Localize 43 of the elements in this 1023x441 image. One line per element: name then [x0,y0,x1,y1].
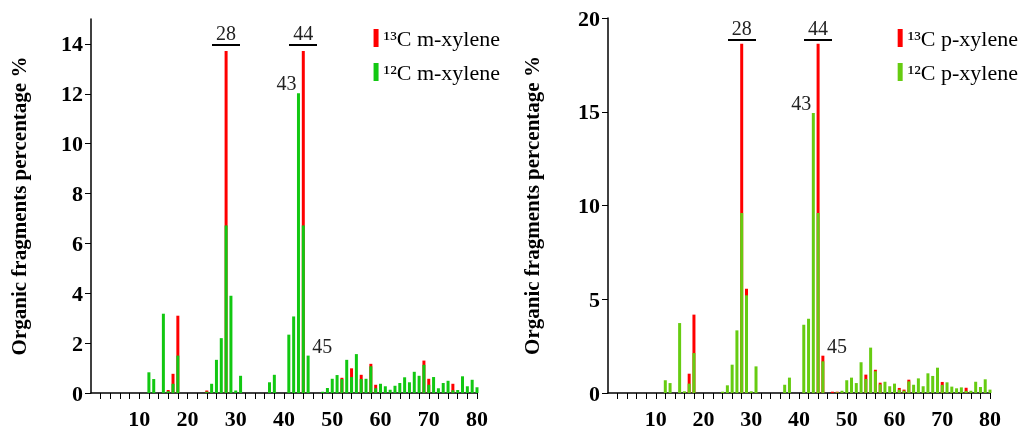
y-tick-label: 6 [72,230,83,256]
x-tick-label: 80 [979,405,1001,431]
x-tick-label: 50 [835,405,858,431]
y-axis-title: Organic fragments percentage % [519,56,544,355]
y-tick-label: 10 [578,193,600,218]
y-tick-label: 4 [72,280,83,306]
x-tick-label: 40 [273,405,295,431]
x-tick-label: 70 [931,405,954,431]
x-tick-label: 20 [176,405,199,431]
y-axis-title: Organic fragments percentage % [6,56,31,356]
x-tick-label: 30 [740,405,763,431]
annotation: 44 [804,16,833,41]
annotation: 43 [791,92,812,115]
x-tick-label: 10 [644,405,667,431]
y-tick-label: 0 [72,380,83,406]
x-tick-label: 70 [417,405,440,431]
x-tick-label: 10 [128,405,151,431]
x-tick-label: 60 [369,405,392,431]
y-tick-label: 10 [61,131,83,157]
y-tick-label: 14 [61,31,83,57]
y-tick-label: 5 [589,286,600,312]
y-tick-label: 15 [578,99,600,125]
annotation: 28 [212,22,241,47]
y-tick-label: 12 [61,81,83,107]
x-tick-label: 30 [224,405,247,431]
annotation: 44 [289,22,318,47]
y-tick-label: 0 [589,380,600,406]
legend-label: ¹³C p-xylene [907,25,1019,51]
x-tick-label: 80 [466,405,488,431]
x-tick-label: 50 [321,405,344,431]
legend-label: ¹²C p-xylene [907,59,1019,85]
y-tick-label: 2 [72,330,83,356]
legend-label: ¹²C m-xylene [383,59,501,85]
x-tick-label: 40 [788,405,810,431]
annotation: 45 [312,334,333,357]
y-tick-label: 8 [72,181,83,207]
x-tick-label: 60 [883,405,906,431]
annotation: 45 [826,334,847,357]
legend-label: ¹³C m-xylene [383,25,501,51]
annotation: 43 [276,72,297,95]
x-tick-label: 20 [692,405,715,431]
y-tick-label: 20 [578,5,600,31]
annotation: 28 [727,16,756,41]
